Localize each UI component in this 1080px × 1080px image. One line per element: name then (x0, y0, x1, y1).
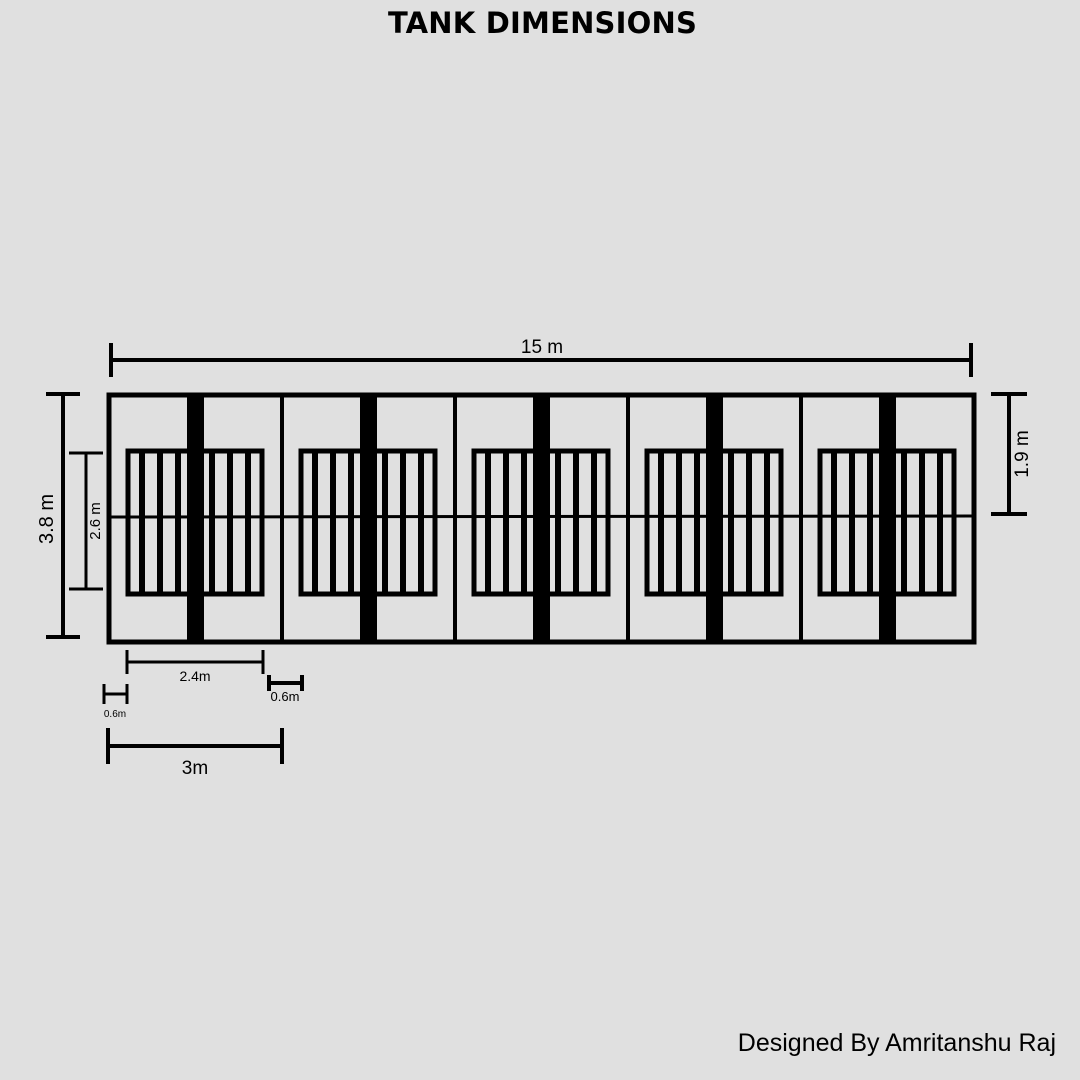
page-title: TANK DIMENSIONS (387, 6, 698, 40)
dimension-label-half-width: 1.9 m (1012, 430, 1033, 478)
dimension-label-end-gap-left: 0.6m (104, 709, 126, 720)
inner-frame (298, 448, 438, 597)
central-pillar (360, 395, 377, 642)
dimension-label-inner-height: 2.6 m (87, 502, 104, 540)
central-pillar (533, 395, 550, 642)
central-pillar (187, 395, 204, 642)
central-pillar (879, 395, 896, 642)
inner-frame (125, 448, 265, 597)
inner-frame (644, 448, 784, 597)
designer-credit: Designed By Amritanshu Raj (737, 1029, 1056, 1057)
dimension-label-module-length: 3m (182, 758, 208, 779)
dimension-label-total-length: 15 m (521, 337, 563, 358)
dimension-lines (46, 343, 1027, 764)
inner-frame (817, 448, 957, 597)
dimension-label-end-gap-right: 0.6m (271, 689, 300, 704)
dimension-label-total-width: 3.8 m (36, 494, 58, 544)
central-pillar (706, 395, 723, 642)
inner-frame (471, 448, 611, 597)
tank-outline (106, 392, 977, 645)
dimension-label-inner-length: 2.4m (179, 668, 210, 684)
